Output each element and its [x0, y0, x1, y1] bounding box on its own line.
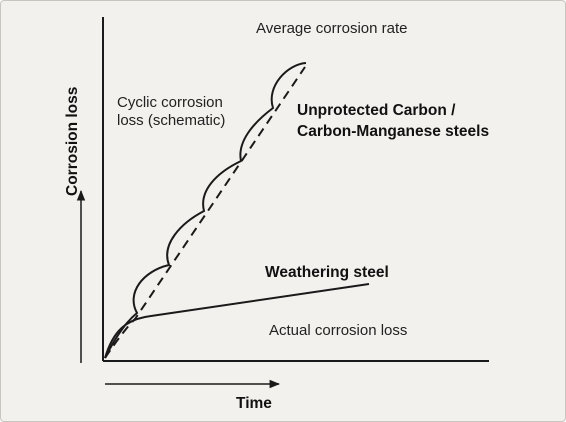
x-axis-label: Time — [236, 395, 272, 412]
cyclic-corrosion-curve — [104, 62, 307, 359]
actual-corrosion-loss-label: Actual corrosion loss — [269, 322, 408, 339]
cyclic-label-line-1: Cyclic corrosion — [117, 94, 223, 111]
unprotected-steel-label-line-2: Carbon-Manganese steels — [297, 123, 490, 140]
unprotected-steel-label-line-1: Unprotected Carbon / — [297, 102, 456, 119]
y-axis-label: Corrosion loss — [64, 86, 81, 196]
cyclic-label-line-2: loss (schematic) — [117, 112, 226, 129]
average-rate-label: Average corrosion rate — [256, 20, 408, 37]
weathering-steel-curve — [104, 283, 370, 359]
weathering-steel-label: Weathering steel — [265, 264, 389, 281]
